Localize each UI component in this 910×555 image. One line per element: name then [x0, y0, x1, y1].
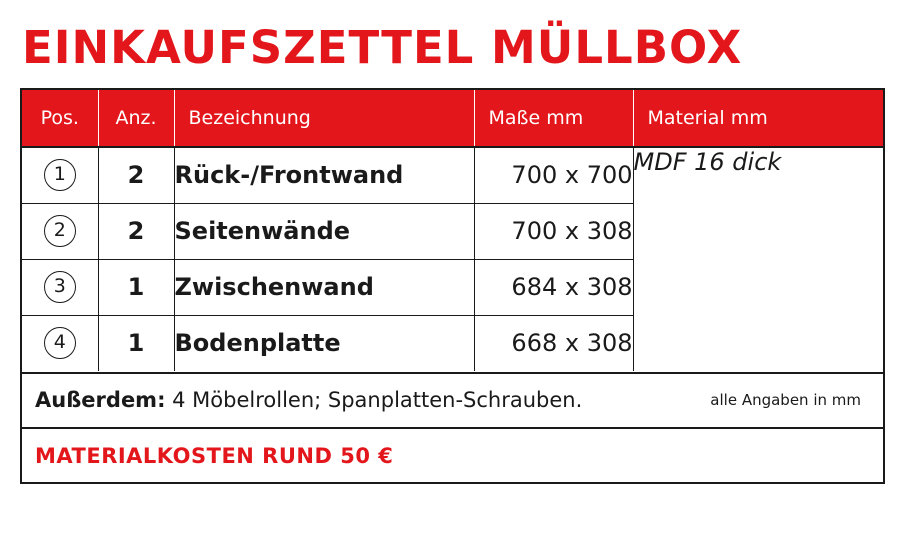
position-number-badge: 2 — [43, 215, 76, 247]
cell-pos: 3 — [22, 259, 98, 316]
position-number-badge: 4 — [43, 327, 76, 360]
extras-label: Außerdem: — [35, 388, 166, 412]
cell-pos: 1 — [22, 147, 98, 204]
cell-name: Zwischenwand — [173, 259, 474, 316]
table-header-row: Pos. Anz. Bezeichnung Maße mm Material m… — [22, 90, 883, 148]
cell-size: 700 x 308 — [473, 203, 633, 260]
cell-anz: 2 — [97, 147, 174, 204]
table-row: 1 2 Rück-/Frontwand 700 x 700 MDF 16 dic… — [22, 147, 883, 371]
table-row: 4 1 Bodenplatte 668 x 308 — [22, 315, 883, 371]
position-number-badge: 1 — [43, 159, 76, 192]
cell-size: 700 x 700 — [473, 147, 633, 204]
table-row: 3 1 Zwischenwand 684 x 308 — [22, 259, 883, 316]
extras-text: 4 Möbelrollen; Spanplatten-Schrauben. — [165, 388, 583, 412]
units-note: alle Angaben in mm — [710, 391, 861, 409]
shopping-list-table: Pos. Anz. Bezeichnung Maße mm Material m… — [20, 88, 885, 484]
header-size: Maße mm — [473, 90, 633, 148]
cell-name: Rück-/Frontwand — [173, 147, 474, 204]
page-title: EINKAUFSZETTEL MÜLLBOX — [22, 21, 743, 74]
cell-name: Bodenplatte — [173, 315, 474, 371]
cell-anz: 1 — [97, 315, 174, 371]
cell-pos: 4 — [22, 315, 98, 371]
cell-size: 684 x 308 — [473, 259, 633, 316]
table-row: 2 2 Seitenwände 700 x 308 — [22, 203, 883, 260]
extras-row: Außerdem: 4 Möbelrollen; Spanplatten-Sch… — [22, 372, 883, 429]
header-material: Material mm — [632, 90, 883, 148]
cell-pos: 2 — [22, 203, 98, 260]
position-number-badge: 3 — [43, 271, 76, 303]
cell-name: Seitenwände — [173, 203, 474, 260]
header-anz: Anz. — [97, 90, 174, 148]
header-name: Bezeichnung — [173, 90, 474, 148]
parts-table: Pos. Anz. Bezeichnung Maße mm Material m… — [22, 90, 883, 371]
cell-anz: 1 — [97, 259, 174, 316]
cell-anz: 2 — [97, 203, 174, 260]
material-cost: MATERIALKOSTEN RUND 50 € — [35, 444, 394, 468]
cell-size: 668 x 308 — [473, 315, 633, 371]
cell-material: MDF 16 dick — [632, 147, 883, 371]
header-pos: Pos. — [22, 90, 98, 148]
